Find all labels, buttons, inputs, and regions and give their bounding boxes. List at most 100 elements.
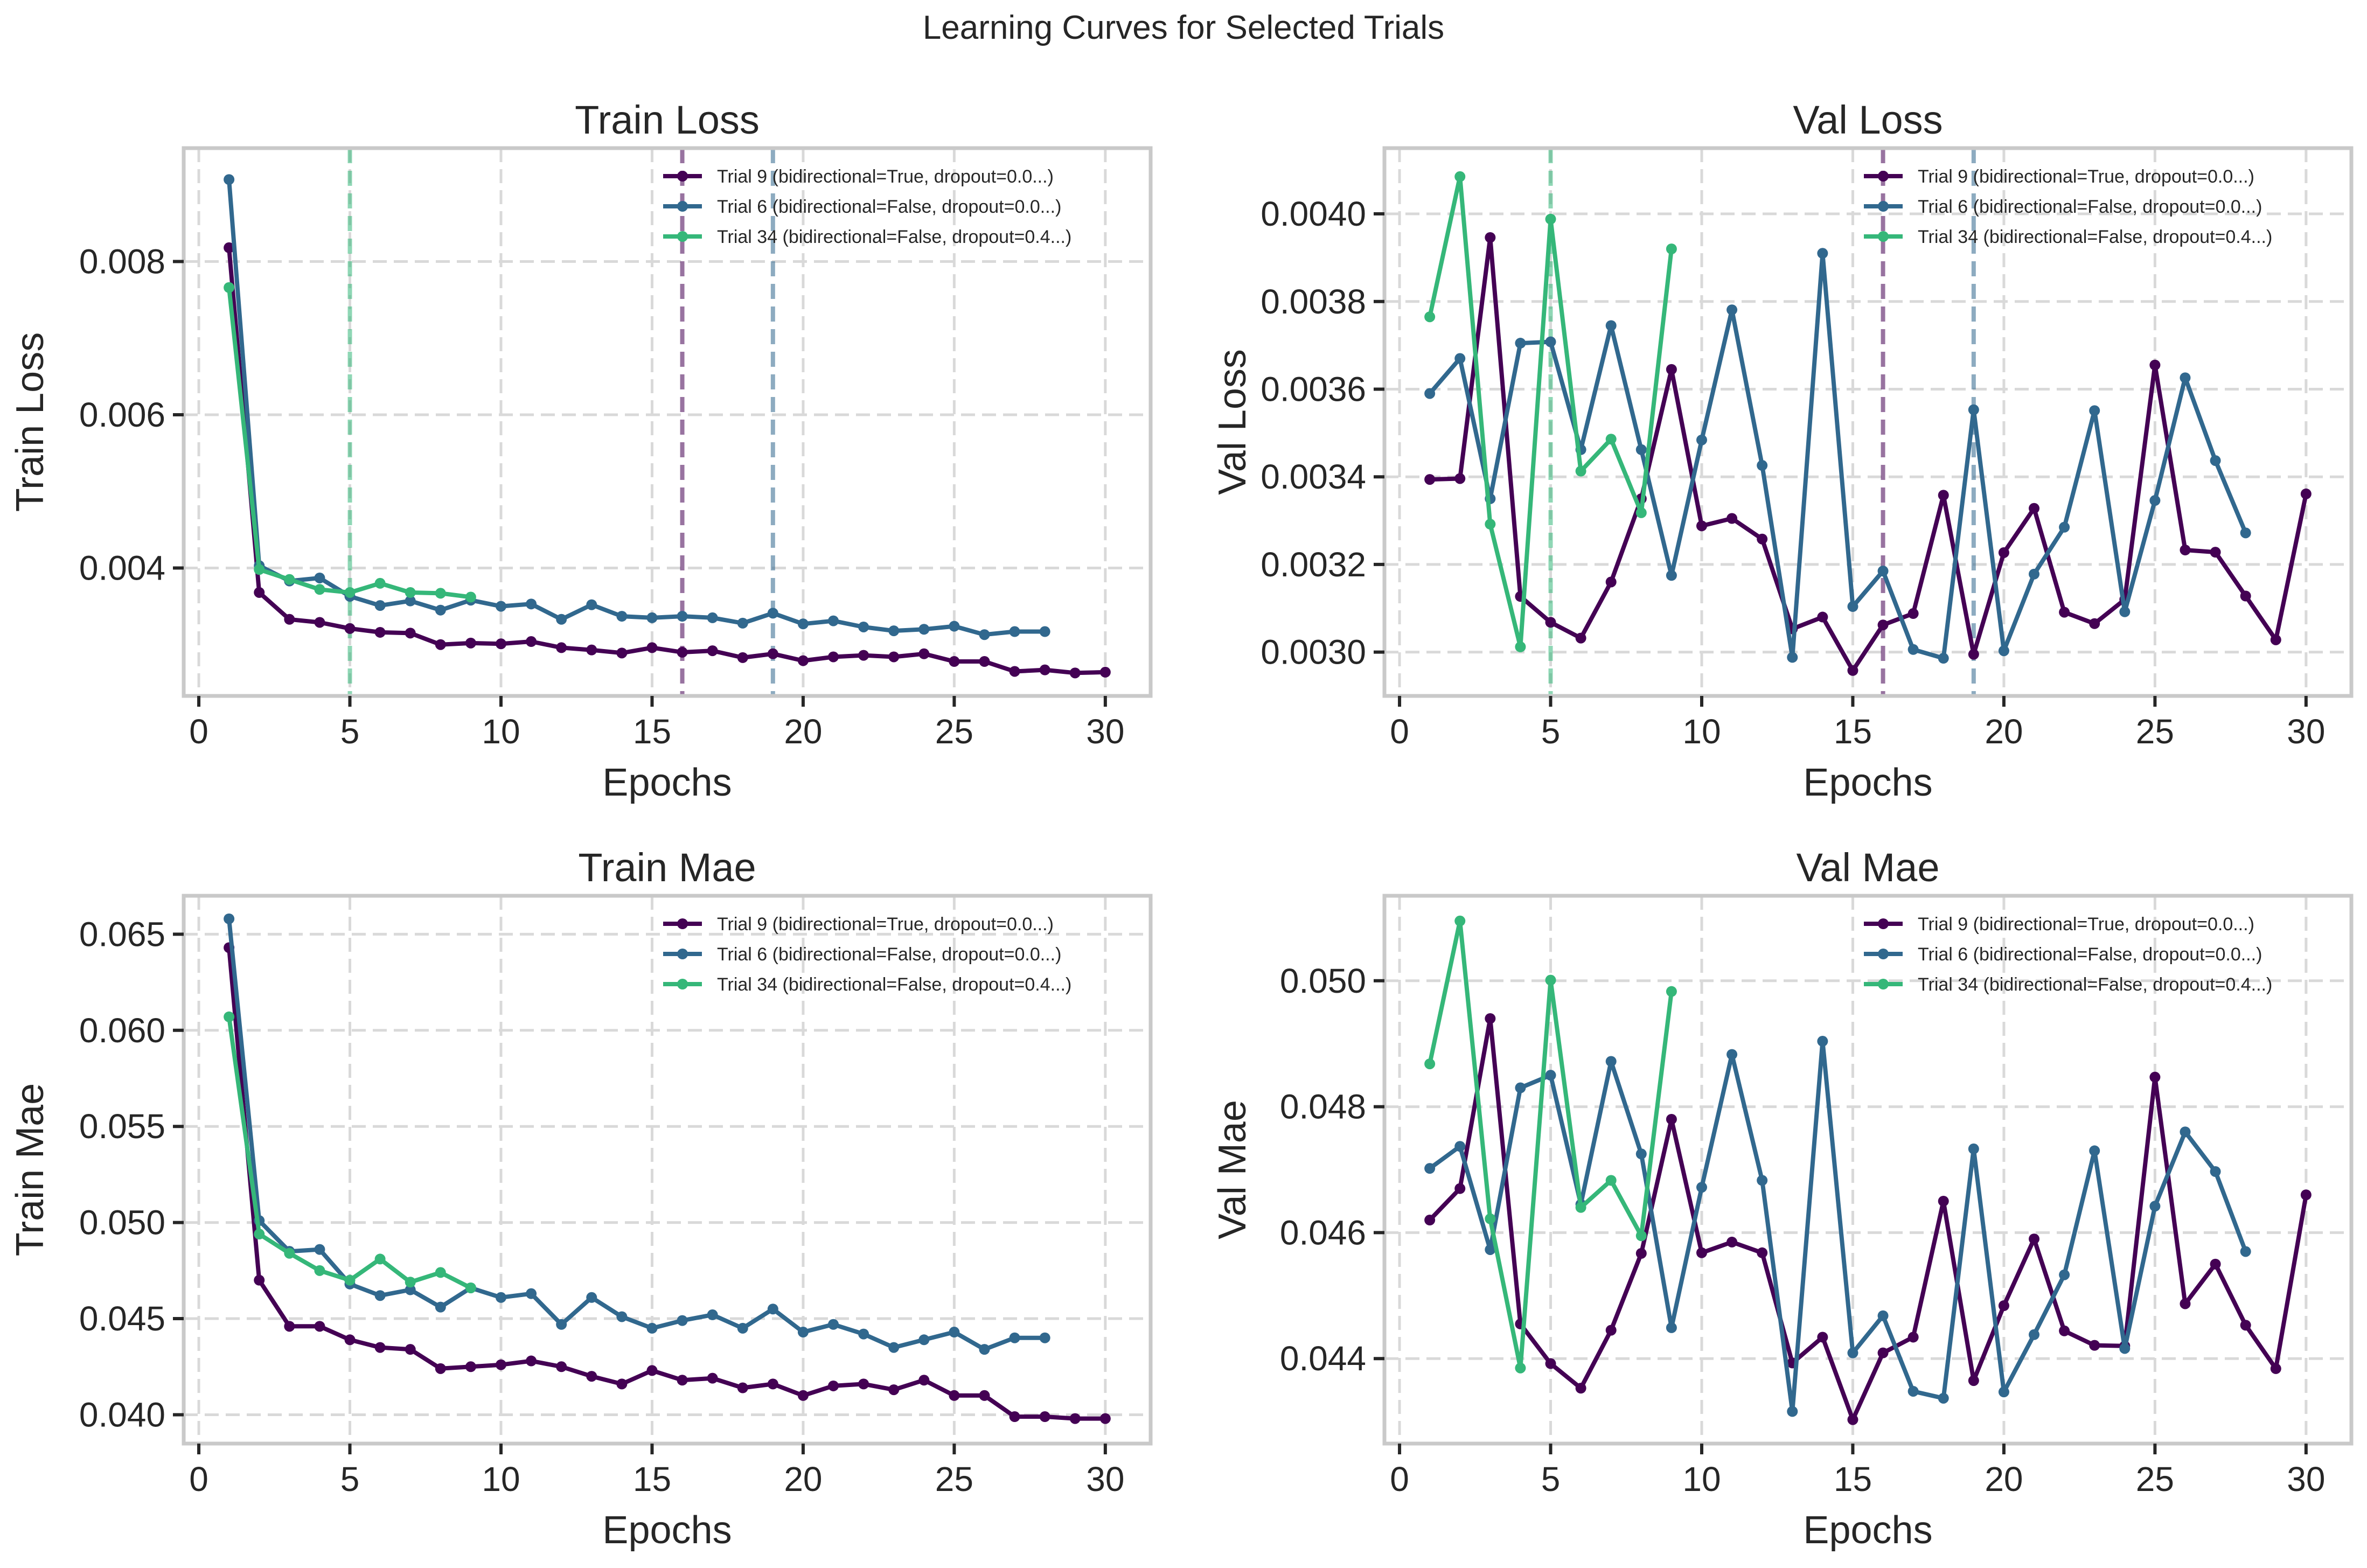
data-point: [1039, 626, 1050, 637]
data-point: [1424, 311, 1436, 323]
series-2: [224, 174, 1050, 640]
y-tick-label: 0.0030: [1261, 633, 1366, 672]
y-axis-label: Train Loss: [9, 332, 52, 512]
data-point: [344, 623, 356, 634]
data-point: [465, 637, 476, 649]
y-tick-label: 0.004: [79, 548, 165, 587]
x-tick-label: 0: [189, 1460, 208, 1499]
data-point: [526, 636, 537, 647]
data-point: [1485, 1244, 1496, 1255]
data-point: [737, 652, 748, 663]
series-line: [1428, 1016, 2308, 1422]
data-point: [949, 1390, 960, 1401]
data-point: [1545, 617, 1556, 628]
x-tick-label: 10: [482, 1460, 520, 1499]
data-point: [435, 1301, 446, 1313]
data-point: [2300, 488, 2312, 499]
x-tick-label: 25: [935, 712, 973, 751]
data-point: [1605, 1325, 1617, 1336]
data-point: [465, 1282, 476, 1293]
data-point: [1009, 1411, 1020, 1423]
data-point: [1757, 460, 1768, 471]
data-point: [586, 1292, 597, 1303]
data-point: [677, 1315, 688, 1326]
legend-item: Trial 34 (bidirectional=False, dropout=0…: [1864, 974, 2272, 995]
data-point: [1666, 570, 1677, 581]
data-point: [405, 587, 416, 598]
data-point: [677, 611, 688, 622]
data-point: [1847, 1414, 1858, 1425]
x-tick-label: 5: [340, 1460, 360, 1499]
data-point: [2089, 405, 2100, 416]
data-point: [1454, 1141, 1466, 1152]
data-point: [1757, 1247, 1768, 1258]
data-point: [1424, 388, 1436, 399]
data-point: [797, 1390, 809, 1401]
data-point: [949, 1327, 960, 1338]
data-point: [254, 1274, 265, 1286]
data-point: [918, 624, 930, 635]
data-point: [646, 642, 658, 653]
y-tick-label: 0.040: [79, 1395, 165, 1434]
data-point: [707, 1372, 718, 1384]
legend-item: Trial 34 (bidirectional=False, dropout=0…: [663, 227, 1071, 247]
data-point: [1575, 1383, 1586, 1394]
data-point: [858, 650, 869, 661]
x-tick-label: 15: [633, 712, 671, 751]
legend-swatch-marker: [1878, 171, 1889, 182]
x-tick-label: 25: [2136, 712, 2174, 751]
legend-swatch-marker: [1878, 231, 1889, 242]
data-point: [2240, 590, 2251, 602]
x-tick-label: 5: [340, 712, 360, 751]
series-1: [224, 942, 1111, 1424]
legend-item: Trial 9 (bidirectional=True, dropout=0.0…: [663, 914, 1054, 935]
plot-frame: [1382, 894, 2354, 1446]
data-point: [949, 656, 960, 667]
data-point: [586, 644, 597, 656]
data-point: [1069, 1413, 1081, 1424]
data-point: [1817, 248, 1828, 259]
data-point: [1998, 547, 2009, 558]
data-point: [1696, 434, 1707, 445]
data-point: [2210, 1166, 2221, 1177]
data-point: [556, 614, 567, 625]
data-point: [828, 615, 839, 626]
data-point: [526, 1355, 537, 1367]
data-point: [1575, 465, 1586, 477]
data-point: [314, 1265, 325, 1276]
data-point: [2240, 1246, 2251, 1257]
data-point: [2180, 1126, 2191, 1138]
data-point: [1009, 626, 1020, 637]
legend-label: Trial 9 (bidirectional=True, dropout=0.0…: [717, 914, 1054, 935]
data-point: [2180, 1298, 2191, 1309]
data-point: [707, 1309, 718, 1320]
data-point: [1454, 473, 1466, 484]
data-point: [1907, 644, 1919, 655]
data-point: [2059, 521, 2070, 533]
data-point: [888, 625, 900, 637]
data-point: [1817, 1036, 1828, 1047]
data-point: [737, 1322, 748, 1334]
data-point: [1515, 338, 1526, 349]
data-point: [2180, 545, 2191, 556]
y-tick-label: 0.048: [1280, 1088, 1366, 1126]
data-point: [1787, 652, 1798, 663]
data-point: [918, 1334, 930, 1346]
panel-4: 0 5 10 15 20 25 30 0.044 0.046 0.048 0.050 Val Mae E…: [1211, 845, 2354, 1552]
data-point: [1545, 974, 1556, 986]
data-point: [1968, 649, 1979, 660]
x-tick-label: 5: [1541, 712, 1561, 751]
data-point: [224, 242, 235, 253]
data-point: [405, 595, 416, 607]
y-tick-label: 0.0036: [1261, 370, 1366, 408]
data-point: [374, 577, 386, 589]
legend-label: Trial 6 (bidirectional=False, dropout=0.…: [717, 197, 1061, 217]
data-point: [1938, 490, 1949, 501]
data-point: [435, 604, 446, 616]
data-point: [435, 1267, 446, 1278]
data-point: [1424, 474, 1436, 485]
data-point: [1968, 404, 1979, 415]
legend-label: Trial 34 (bidirectional=False, dropout=0…: [1918, 227, 2272, 247]
data-point: [707, 612, 718, 623]
data-point: [1635, 1248, 1647, 1259]
